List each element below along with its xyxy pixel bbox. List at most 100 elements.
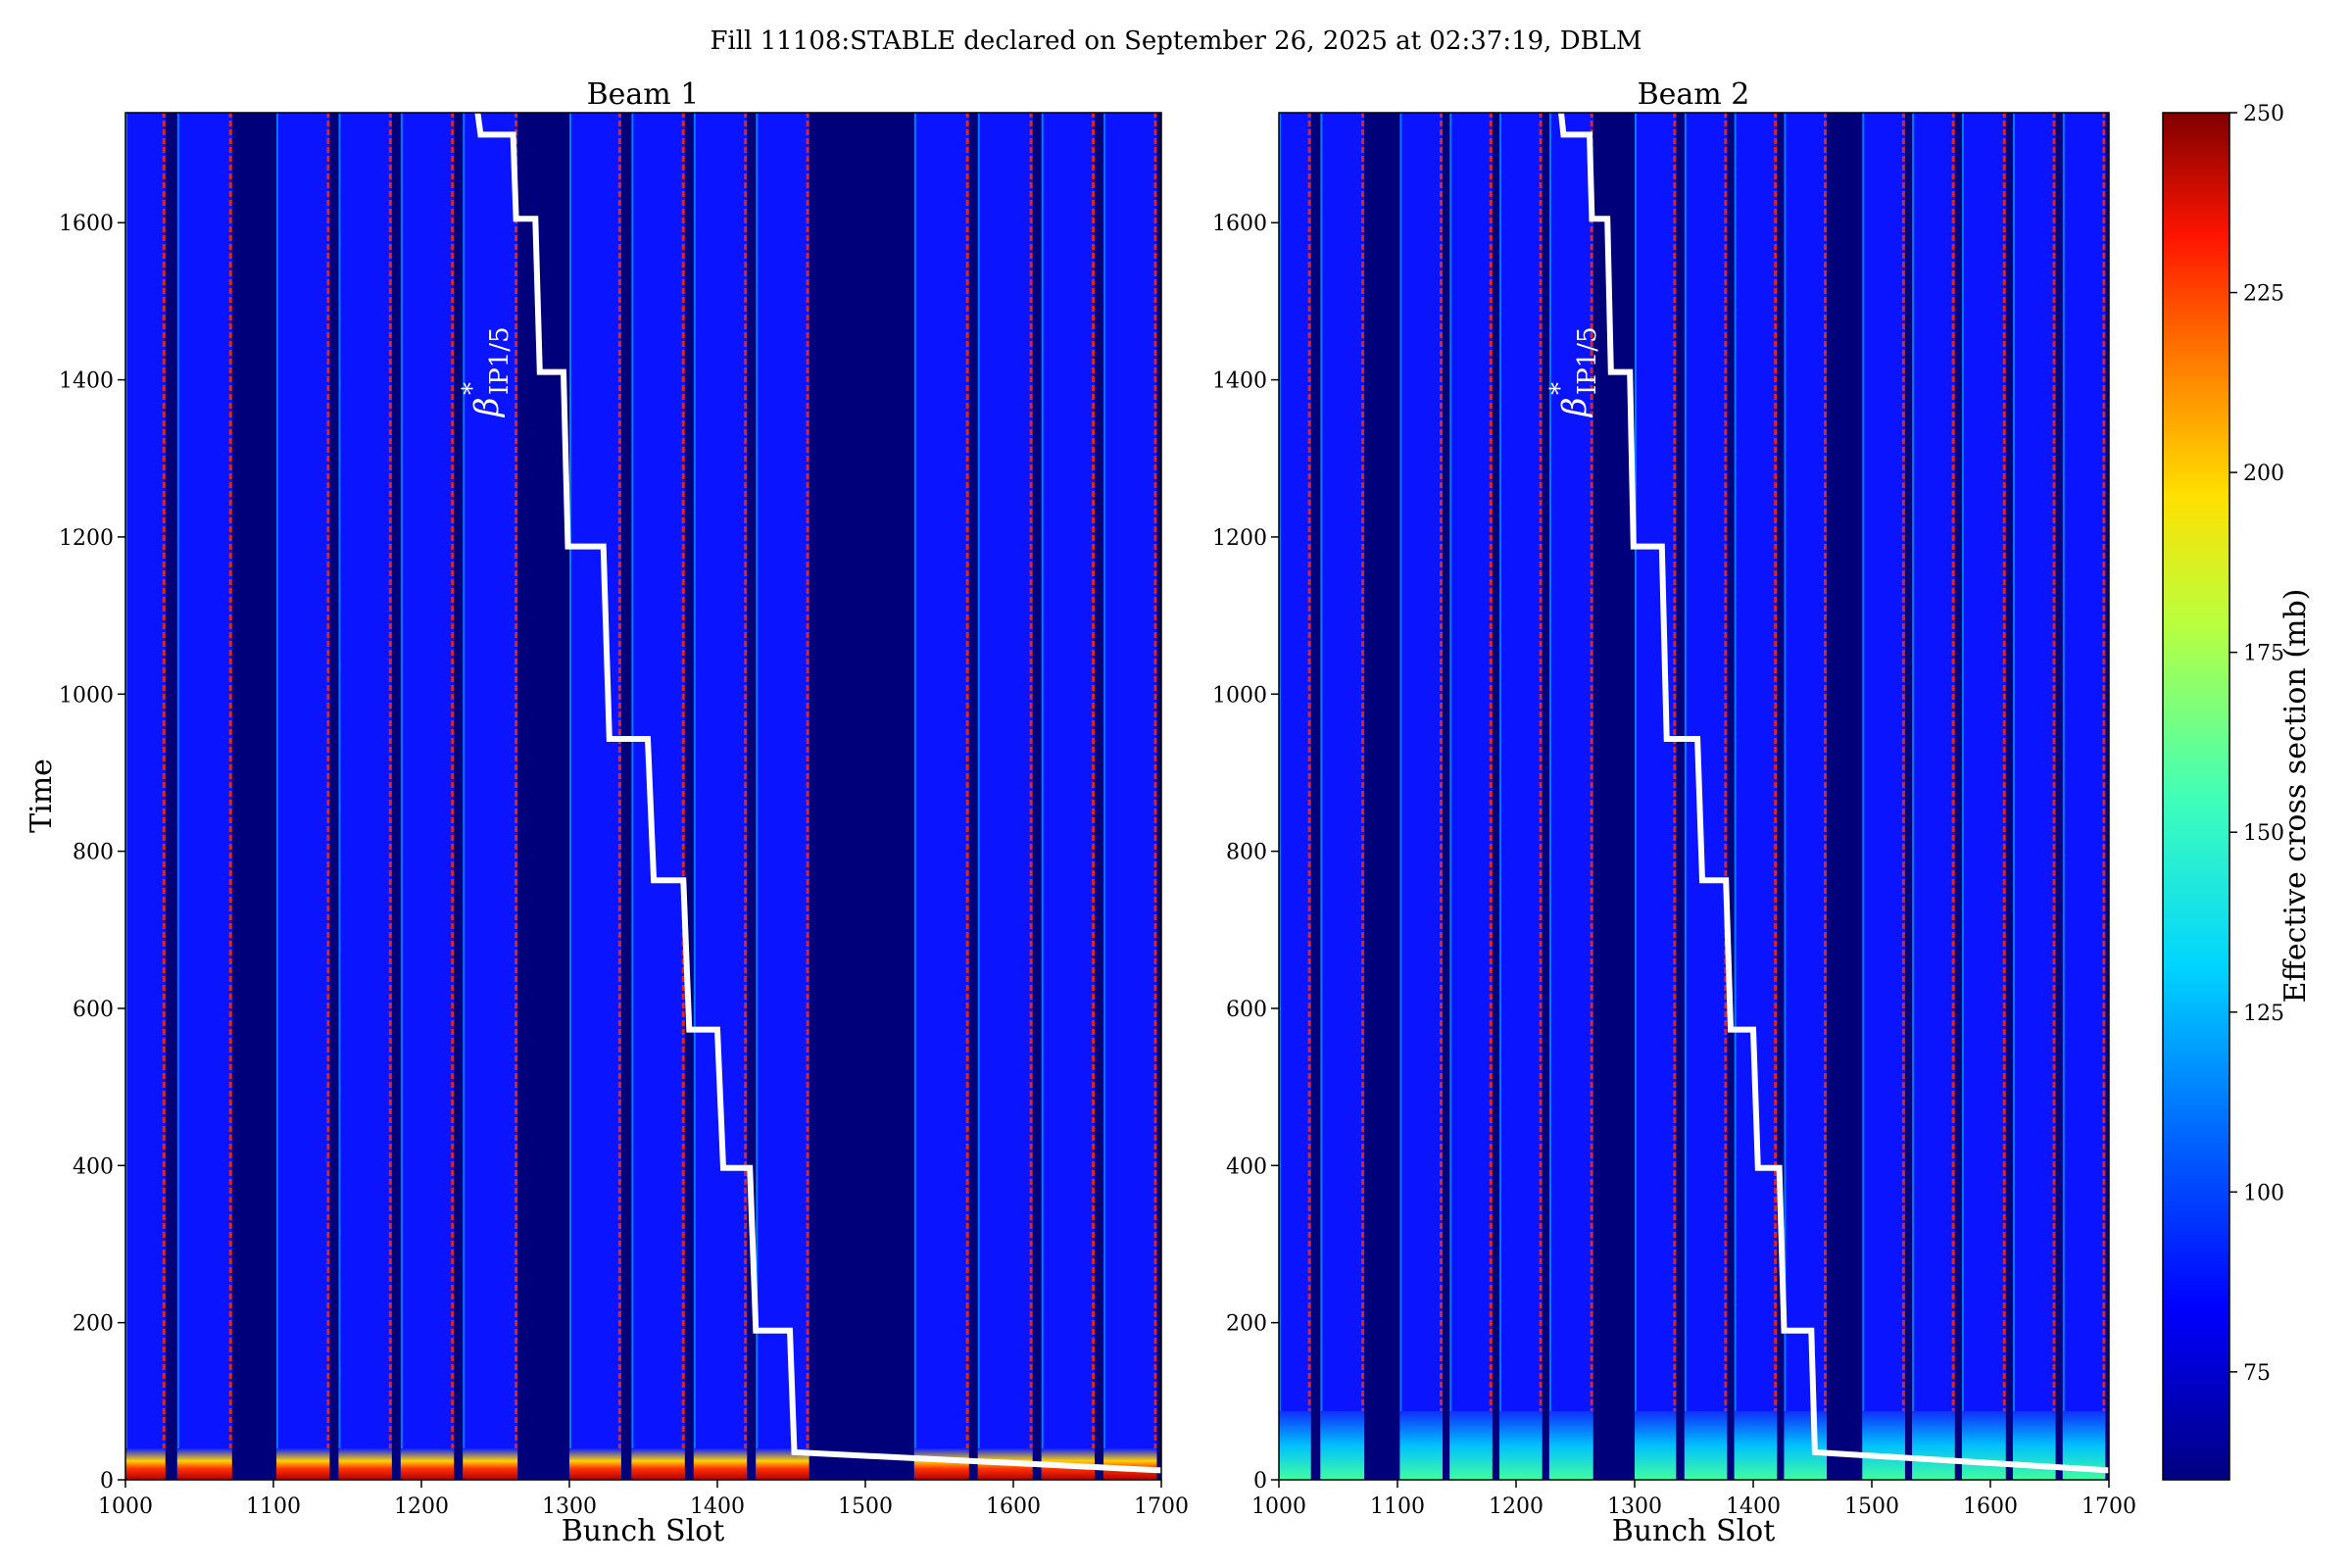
- y-tick-label: 1200: [1212, 526, 1267, 551]
- beam-1-train-5: [400, 113, 455, 1480]
- beam-1-bunch-trains: [125, 113, 1157, 1480]
- x-tick-label: 1300: [542, 1494, 597, 1519]
- beam-2-beta-star-line: [1558, 112, 2110, 1474]
- colorbar-tick-label: 225: [2243, 282, 2284, 307]
- beam-2-beta-star-path: [1558, 112, 2110, 1474]
- beta-star-annotation-beam-1: β * IP1/5: [458, 326, 514, 418]
- beam-1-frame: [124, 112, 1162, 1481]
- beam-2-panel: 1000 1100 1200 1300 1400 1500 1600 1700 0 200 400…: [1212, 77, 2136, 1548]
- beam-2-x-label: Bunch Slot: [1612, 1514, 1776, 1548]
- beam-2-train-2: [1320, 113, 1365, 1480]
- y-tick-label: 1400: [1212, 369, 1267, 394]
- beam-2-train-13: [1961, 113, 2006, 1480]
- colorbar: 75 100 125 150 175 200 225 250 Effective cross …: [2162, 102, 2313, 1481]
- x-tick-label: 1200: [394, 1494, 449, 1519]
- x-tick-label: 1400: [690, 1494, 745, 1519]
- beam-1-y-label: Time: [24, 759, 59, 833]
- beam-2-train-6: [1548, 113, 1593, 1480]
- beam-2-train-5: [1499, 113, 1543, 1480]
- beam-2-train-4: [1449, 113, 1493, 1480]
- x-tick-label: 1500: [1844, 1494, 1899, 1519]
- colorbar-gradient: [2162, 112, 2230, 1481]
- x-tick-label: 1700: [1134, 1494, 1189, 1519]
- x-tick-label: 1200: [1489, 1494, 1544, 1519]
- beam-2-train-15: [2062, 113, 2106, 1480]
- colorbar-tick-label: 250: [2243, 102, 2284, 126]
- beam-1-train-7: [569, 113, 621, 1480]
- beam-2-train-10: [1784, 113, 1828, 1480]
- y-tick-label: 600: [1226, 998, 1267, 1022]
- beam-1-train-8: [631, 113, 685, 1480]
- x-tick-label: 1400: [1726, 1494, 1781, 1519]
- y-tick-label: 800: [1226, 841, 1267, 865]
- y-tick-label: 0: [100, 1469, 114, 1494]
- x-tick-label: 1100: [1370, 1494, 1425, 1519]
- beam-1-train-12: [977, 113, 1033, 1480]
- x-tick-label: 1500: [838, 1494, 893, 1519]
- beam-1-train-2: [176, 113, 232, 1480]
- x-tick-label: 1300: [1607, 1494, 1662, 1519]
- x-tick-label: 1600: [986, 1494, 1041, 1519]
- x-tick-label: 1100: [246, 1494, 301, 1519]
- colorbar-tick-label: 175: [2243, 642, 2284, 666]
- beam-1-train-11: [913, 113, 969, 1480]
- colorbar-tick-label: 75: [2243, 1361, 2271, 1386]
- beam-2-frame: [1278, 112, 2110, 1481]
- beam-1-train-6: [463, 113, 518, 1480]
- colorbar-label: Effective cross section (mb): [2278, 589, 2313, 1004]
- beta-symbol: β: [1555, 397, 1594, 418]
- y-tick-label: 1400: [59, 369, 114, 394]
- beam-2-x-axis: 1000 1100 1200 1300 1400 1500 1600 1700: [1251, 1480, 2136, 1519]
- y-tick-label: 1000: [1212, 683, 1267, 708]
- x-tick-label: 1000: [98, 1494, 153, 1519]
- beam-1-x-label: Bunch Slot: [562, 1514, 725, 1548]
- beam-2-train-7: [1635, 113, 1677, 1480]
- beam-1-train-13: [1041, 113, 1096, 1480]
- beam-1-train-9: [693, 113, 748, 1480]
- y-tick-label: 400: [73, 1154, 114, 1179]
- beam-2-train-1: [1279, 113, 1311, 1480]
- beam-1-train-3: [276, 113, 330, 1480]
- beam-2-train-11: [1862, 113, 1905, 1480]
- colorbar-tick-label: 150: [2243, 821, 2284, 846]
- y-tick-label: 1000: [59, 683, 114, 708]
- colorbar-ticks: 75 100 125 150 175 200 225 250: [2230, 102, 2284, 1386]
- y-tick-label: 400: [1226, 1154, 1267, 1179]
- y-tick-label: 0: [1253, 1469, 1267, 1494]
- beam-2-bunch-trains: [1279, 113, 2106, 1480]
- beta-sup: *: [458, 382, 487, 395]
- beam-1-panel: 1000 1100 1200 1300 1400 1500 1600 1700 0 200 400…: [24, 77, 1189, 1548]
- y-tick-label: 1600: [59, 212, 114, 236]
- beam-2-title: Beam 2: [1638, 77, 1750, 112]
- beta-sub: IP1/5: [1573, 326, 1602, 395]
- y-tick-label: 200: [73, 1312, 114, 1337]
- beam-2-train-9: [1734, 113, 1778, 1480]
- beam-2-train-3: [1399, 113, 1443, 1480]
- colorbar-tick-label: 200: [2243, 462, 2284, 486]
- beam-1-title: Beam 1: [587, 77, 700, 112]
- x-tick-label: 1000: [1251, 1494, 1306, 1519]
- beam-1-train-14: [1103, 113, 1157, 1480]
- beam-1-beta-star-path: [474, 112, 1162, 1474]
- beam-1-x-axis: 1000 1100 1200 1300 1400 1500 1600 1700: [98, 1480, 1189, 1519]
- beam-1-train-10: [756, 113, 809, 1480]
- beta-sup: *: [1545, 382, 1575, 395]
- beta-star-annotation-beam-2: β * IP1/5: [1545, 326, 1602, 418]
- beam-1-train-1: [125, 113, 166, 1480]
- y-tick-label: 1600: [1212, 212, 1267, 236]
- colorbar-tick-label: 100: [2243, 1181, 2284, 1205]
- x-tick-label: 1600: [1963, 1494, 2018, 1519]
- colorbar-tick-label: 125: [2243, 1002, 2284, 1026]
- beam-2-y-axis: 0 200 400 600 800 1000 1200 1400 1600: [1212, 212, 1279, 1494]
- beam-2-train-8: [1684, 113, 1728, 1480]
- beta-sub: IP1/5: [485, 326, 514, 395]
- y-tick-label: 800: [73, 841, 114, 865]
- beam-1-train-4: [338, 113, 392, 1480]
- beam-2-train-12: [1912, 113, 1955, 1480]
- y-tick-label: 1200: [59, 526, 114, 551]
- y-tick-label: 600: [73, 998, 114, 1022]
- x-tick-label: 1700: [2082, 1494, 2136, 1519]
- y-tick-label: 200: [1226, 1312, 1267, 1337]
- beam-1-y-axis: 0 200 400 600 800 1000 1200 1400 1600: [59, 212, 125, 1494]
